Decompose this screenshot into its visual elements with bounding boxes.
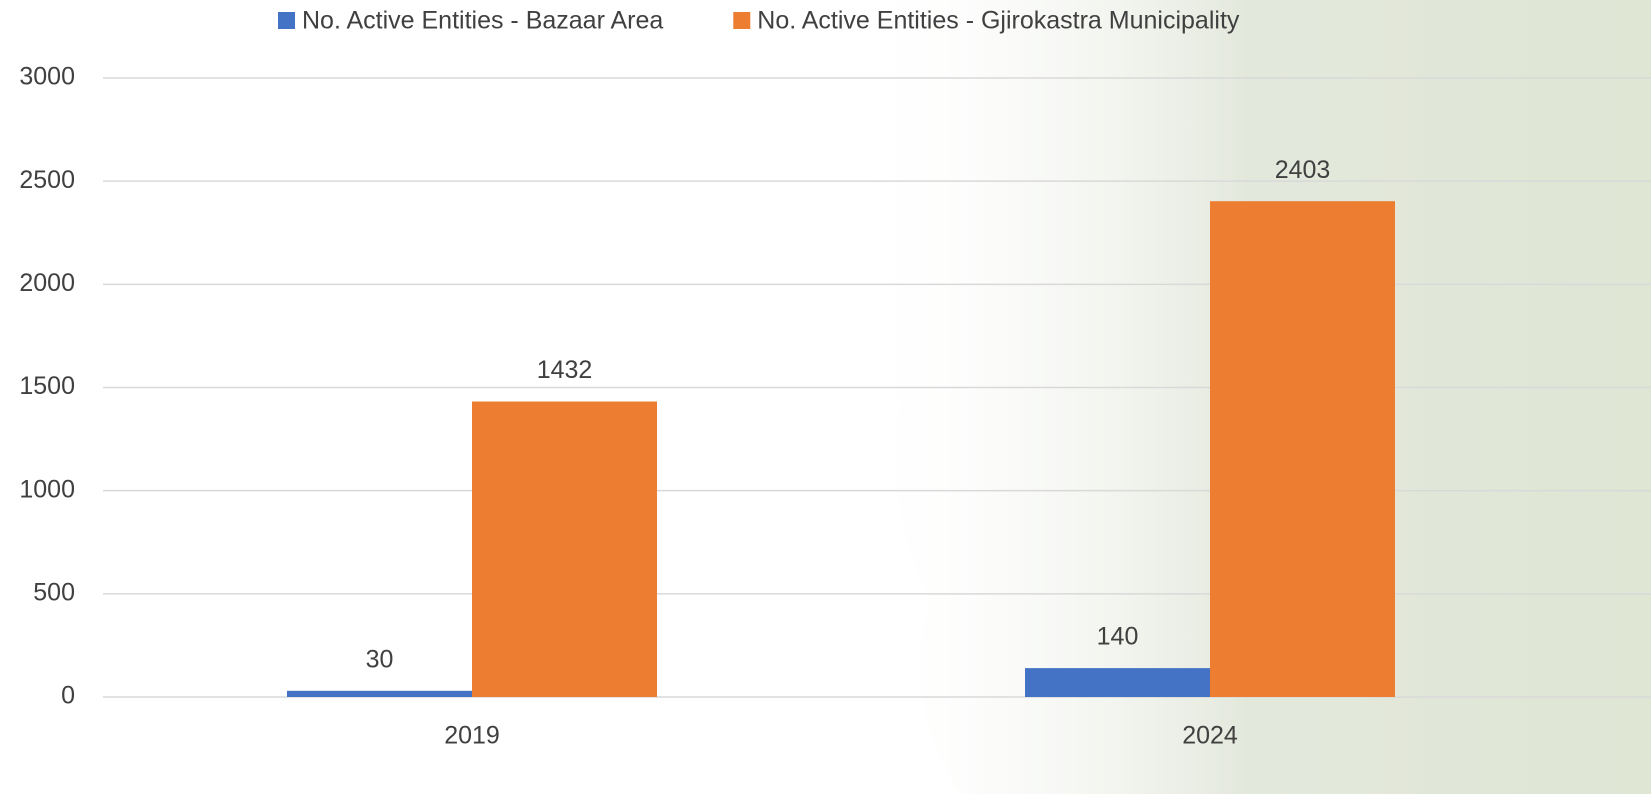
y-tick-label: 2000 [19,269,75,297]
bar [287,691,472,697]
bar [1025,668,1210,697]
bar [472,402,657,697]
data-label: 140 [1097,623,1139,651]
legend-label: No. Active Entities - Bazaar Area [302,7,663,35]
y-tick-label: 1500 [19,372,75,400]
y-tick-label: 1000 [19,475,75,503]
legend-swatch [278,12,295,29]
data-label: 2403 [1275,156,1331,184]
y-tick-label: 3000 [19,63,75,91]
legend-label: No. Active Entities - Gjirokastra Munici… [757,7,1240,35]
legend-swatch [733,12,750,29]
y-tick-label: 500 [33,578,75,606]
bar [1210,201,1395,697]
x-tick-label: 2024 [1182,722,1238,750]
y-tick-label: 2500 [19,166,75,194]
y-tick-label: 0 [61,682,75,710]
chart: 0 500 1000 1500 2000 2500 3000 No. Active Entit… [0,0,1651,794]
x-tick-label: 2019 [444,722,500,750]
data-label: 30 [366,645,394,673]
data-label: 1432 [537,356,593,384]
